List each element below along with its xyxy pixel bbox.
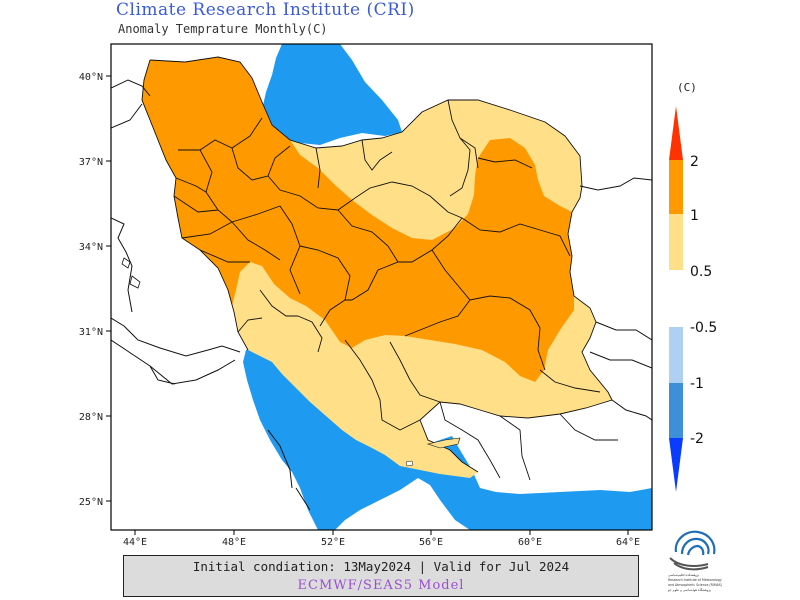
persian-gulf [243,346,652,530]
lon-label: 60°E [518,537,542,548]
lat-label: 25°N [79,497,103,508]
lat-label: 31°N [79,327,103,338]
footer-info-box: Initial condiation: 13May2024 | Valid fo… [123,555,639,597]
caspian-sea [262,44,402,145]
lon-label: 44°E [123,537,147,548]
west-lakes [121,257,141,289]
legend-swatch-1-2 [669,160,683,214]
lon-label: 52°E [321,537,345,548]
lon-label: 48°E [222,537,246,548]
legend-swatch-m05-m1 [669,327,683,383]
legend-tick-m2: -2 [690,431,704,447]
model-name: ECMWF/SEAS5 Model [297,578,465,593]
page-subtitle: Anomaly Temprature Monthly(C) [118,22,328,36]
province-borders [141,56,618,481]
lon-label: 56°E [419,537,443,548]
legend-tick-m1: -1 [690,376,704,392]
kish-island [405,460,414,467]
legend-swatch-above-2 [669,106,683,160]
legend-swatch-below-m2 [669,438,683,492]
legend-swatch-m1-m2 [669,383,683,438]
lon-label: 64°E [616,537,640,548]
lat-ticks [106,75,111,502]
map-frame [110,43,653,531]
legend-tick-05: 0.5 [690,264,712,280]
legend-warm: (C) 2 1 0.5 [669,81,712,280]
lon-ticks [134,530,629,535]
qeshm-island [426,437,461,449]
logo-text-line: and Atmospheric Science (RIMAS) [668,583,722,587]
legend-tick-1: 1 [690,208,699,224]
logo-text-line: Research Institute of Meteorology [668,578,722,582]
legend-swatch-05-1 [669,214,683,270]
forecast-validity: Initial condiation: 13May2024 | Valid fo… [192,559,570,574]
lat-label: 40°N [79,72,103,83]
iran-region-high-west [142,57,574,382]
lat-label: 34°N [79,242,103,253]
legend-tick-2: 2 [690,154,699,170]
lat-label: 37°N [79,157,103,168]
page-title: Climate Research Institute (CRI) [116,0,415,20]
legend-unit: (C) [677,81,697,94]
legend-cool: -0.5 -1 -2 [669,320,717,492]
logo-text-line: پژوهشکده اقلیم‌شناسی [668,573,699,577]
map-content [111,44,652,530]
logo-text-line: پژوهشگاه هواشناسی و علوم جو [667,588,711,593]
country-borders [111,79,652,511]
lat-label: 28°N [79,412,103,423]
institute-logo: پژوهشکده اقلیم‌شناسی Research Institute … [667,530,722,593]
legend-tick-m05: -0.5 [690,320,717,336]
